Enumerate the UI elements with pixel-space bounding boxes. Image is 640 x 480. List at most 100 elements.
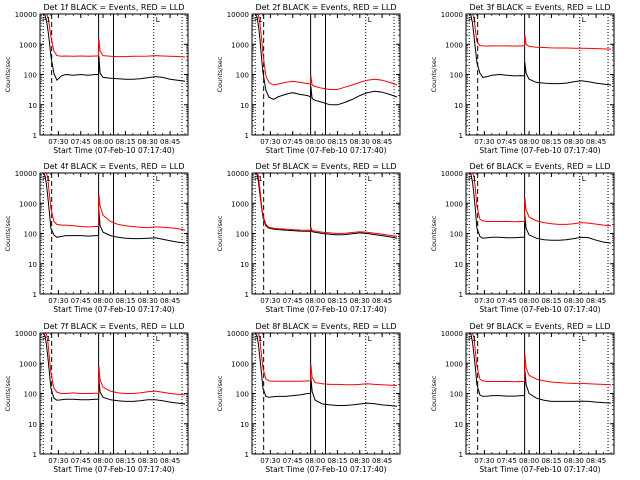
y-axis-label: Counts/sec — [430, 375, 438, 411]
corner-label-top-left: P1 — [254, 335, 263, 343]
detector-panel-5: Det 5f BLACK = Events, RED = LLD Counts/s… — [216, 162, 401, 314]
events-series-line — [40, 333, 186, 405]
events-series-line — [40, 14, 186, 82]
corner-label-top-left: P1 — [468, 16, 477, 24]
x-tick-label: 07:45 — [283, 138, 303, 146]
x-tick-label: 08:15 — [327, 138, 347, 146]
y-axis-label: Counts/sec — [216, 56, 224, 92]
y-tick-label: 10000 — [227, 11, 249, 19]
x-tick-label: 07:45 — [71, 138, 91, 146]
y-tick-label: 100 — [236, 231, 249, 239]
x-tick-label: 07:45 — [497, 457, 517, 465]
x-tick-label: 08:30 — [138, 138, 158, 146]
x-tick-label: 08:30 — [564, 138, 584, 146]
x-tick-label: 07:30 — [260, 297, 280, 305]
events-series-line — [466, 14, 612, 86]
plot-frame — [39, 332, 189, 455]
x-tick-label: 07:45 — [497, 297, 517, 305]
x-tick-label: 07:30 — [474, 457, 494, 465]
series-group — [252, 173, 398, 239]
y-tick-label: 10000 — [15, 330, 37, 338]
corner-label-top-right: L — [368, 175, 372, 183]
x-tick-label: 07:30 — [260, 138, 280, 146]
y-tick-label: 100 — [24, 391, 37, 399]
series-group — [252, 14, 398, 106]
x-tick-label: 07:30 — [474, 297, 494, 305]
x-tick-label: 08:45 — [372, 457, 392, 465]
events-series-line — [252, 14, 398, 106]
panel-title: Det 4f BLACK = Events, RED = LLD — [43, 162, 184, 171]
x-tick-label: 08:45 — [586, 297, 606, 305]
x-tick-label: 08:30 — [564, 297, 584, 305]
y-tick-label: 10 — [28, 261, 37, 269]
y-tick-label: 1000 — [19, 360, 37, 368]
y-tick-label: 1 — [33, 132, 37, 140]
x-tick-label: 08:45 — [372, 138, 392, 146]
y-axis-label: Counts/sec — [216, 215, 224, 251]
y-tick-label: 1 — [245, 451, 249, 459]
y-tick-label: 1000 — [19, 41, 37, 49]
x-tick-label: 08:30 — [564, 457, 584, 465]
events-series-line — [40, 173, 186, 244]
y-tick-label: 10000 — [227, 330, 249, 338]
y-tick-label: 10000 — [441, 11, 463, 19]
x-tick-label: 07:30 — [48, 297, 68, 305]
x-tick-label: 08:15 — [115, 138, 135, 146]
x-axis-label: Start Time (07-Feb-10 07:17:40) — [479, 146, 600, 155]
x-tick-label: 07:30 — [474, 138, 494, 146]
corner-label-top-right: L — [582, 335, 586, 343]
x-axis-label: Start Time (07-Feb-10 07:17:40) — [265, 465, 386, 474]
corner-label-top-left: P1 — [254, 16, 263, 24]
y-tick-label: 1 — [459, 291, 463, 299]
x-axis-label: Start Time (07-Feb-10 07:17:40) — [265, 146, 386, 155]
y-tick-label: 10 — [454, 421, 463, 429]
y-axis-label: Counts/sec — [4, 375, 12, 411]
corner-label-top-left: P1 — [254, 175, 263, 183]
y-tick-label: 1000 — [445, 200, 463, 208]
detector-panel-4: Det 4f BLACK = Events, RED = LLD Counts/s… — [4, 162, 189, 314]
corner-label-top-left: P1 — [42, 175, 51, 183]
detector-panel-3: Det 3f BLACK = Events, RED = LLD Counts/s… — [430, 3, 615, 155]
y-tick-label: 10000 — [441, 330, 463, 338]
detector-panel-8: Det 8f BLACK = Events, RED = LLD Counts/s… — [216, 322, 401, 474]
corner-label-top-right: L — [582, 175, 586, 183]
panel-title: Det 5f BLACK = Events, RED = LLD — [255, 162, 396, 171]
x-axis-label: Start Time (07-Feb-10 07:17:40) — [53, 465, 174, 474]
x-tick-label: 08:00 — [305, 138, 325, 146]
y-tick-label: 1000 — [231, 41, 249, 49]
x-axis-label: Start Time (07-Feb-10 07:17:40) — [53, 146, 174, 155]
x-tick-label: 08:00 — [305, 297, 325, 305]
x-tick-label: 08:15 — [327, 297, 347, 305]
corner-label-top-left: P1 — [42, 16, 51, 24]
y-tick-label: 100 — [450, 231, 463, 239]
plot-frame — [465, 332, 615, 455]
y-tick-label: 100 — [24, 231, 37, 239]
corner-label-top-right: L — [582, 16, 586, 24]
x-tick-label: 08:30 — [350, 457, 370, 465]
series-group — [252, 333, 398, 407]
x-tick-label: 08:15 — [541, 138, 561, 146]
x-tick-label: 08:45 — [586, 138, 606, 146]
panel-title: Det 6f BLACK = Events, RED = LLD — [469, 162, 610, 171]
corner-label-top-right: L — [156, 335, 160, 343]
x-tick-label: 07:45 — [71, 297, 91, 305]
y-axis-label: Counts/sec — [4, 56, 12, 92]
y-tick-label: 100 — [450, 391, 463, 399]
y-tick-label: 10 — [240, 261, 249, 269]
detector-panel-2: Det 2f BLACK = Events, RED = LLD Counts/s… — [216, 3, 401, 155]
detector-panel-7: Det 7f BLACK = Events, RED = LLD Counts/s… — [4, 322, 189, 474]
x-tick-label: 08:00 — [93, 457, 113, 465]
y-tick-label: 100 — [236, 72, 249, 80]
y-tick-label: 1000 — [445, 41, 463, 49]
y-tick-label: 10 — [28, 102, 37, 110]
x-tick-label: 08:30 — [138, 297, 158, 305]
y-tick-label: 10000 — [15, 11, 37, 19]
corner-label-top-right: L — [156, 175, 160, 183]
y-tick-label: 1000 — [445, 360, 463, 368]
y-axis-label: Counts/sec — [4, 215, 12, 251]
x-axis-label: Start Time (07-Feb-10 07:17:40) — [479, 465, 600, 474]
y-tick-label: 1000 — [231, 200, 249, 208]
corner-label-top-right: L — [368, 16, 372, 24]
x-tick-label: 07:45 — [283, 297, 303, 305]
